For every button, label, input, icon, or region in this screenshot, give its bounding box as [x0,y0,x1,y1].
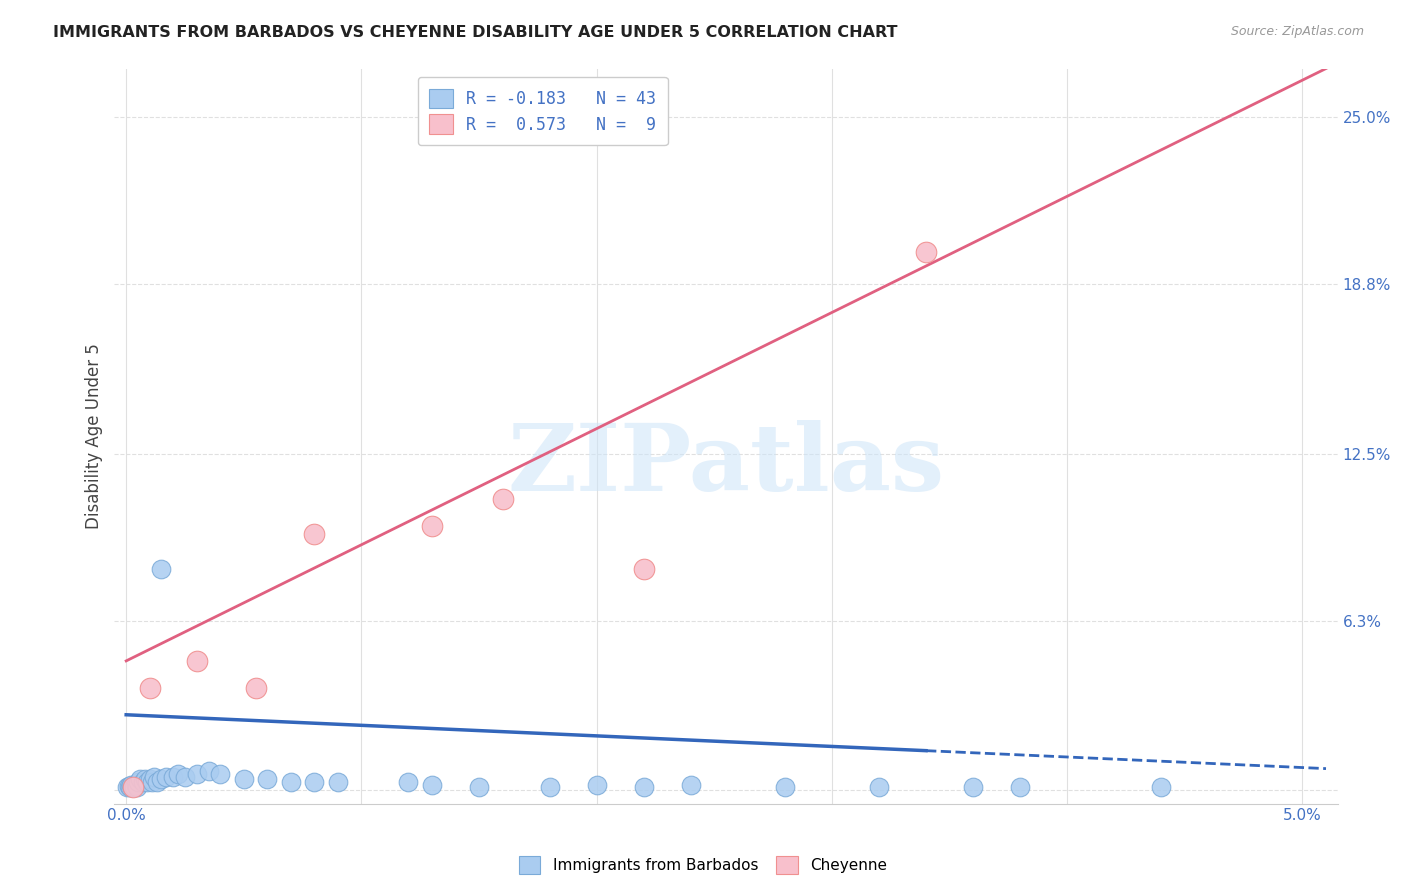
Point [124,780,146,795]
Point [174,770,197,784]
Point [633,780,655,795]
Point [117,779,139,793]
Y-axis label: Disability Age Under 5: Disability Age Under 5 [86,343,103,529]
Point [1150,780,1173,795]
Point [420,778,443,792]
Point [129,772,152,787]
Point [915,244,938,259]
Point [491,492,513,507]
Point [304,527,326,541]
Point [773,780,796,795]
Point [679,778,702,792]
Point [118,780,141,795]
Text: ZIPatlas: ZIPatlas [508,420,945,510]
Point [117,780,139,795]
Point [962,780,984,795]
Point [633,562,655,576]
Point [122,780,145,795]
Point [420,519,443,533]
Point [150,772,173,787]
Point [138,772,160,787]
Text: IMMIGRANTS FROM BARBADOS VS CHEYENNE DISABILITY AGE UNDER 5 CORRELATION CHART: IMMIGRANTS FROM BARBADOS VS CHEYENNE DIS… [53,25,898,40]
Point [245,681,267,695]
Point [127,775,149,789]
Point [145,775,167,789]
Point [125,780,148,795]
Point [122,779,145,793]
Point [143,770,166,784]
Point [585,778,607,792]
Point [868,780,890,795]
Text: Source: ZipAtlas.com: Source: ZipAtlas.com [1230,25,1364,38]
Point [232,772,254,787]
Point [538,780,561,795]
Point [326,775,349,789]
Point [120,778,142,792]
Point [121,780,143,795]
Point [280,775,302,789]
Point [131,775,153,789]
Point [197,764,219,779]
Point [138,681,160,695]
Point [468,780,491,795]
Point [141,775,163,789]
Point [209,767,232,781]
Point [150,562,173,576]
Legend: Immigrants from Barbados, Cheyenne: Immigrants from Barbados, Cheyenne [513,850,893,880]
Point [134,772,156,787]
Point [136,775,159,789]
Point [1010,780,1032,795]
Point [162,770,184,784]
Legend: R = -0.183   N = 43, R =  0.573   N =  9: R = -0.183 N = 43, R = 0.573 N = 9 [418,77,668,145]
Point [304,775,326,789]
Point [256,772,278,787]
Point [167,767,190,781]
Point [124,778,146,792]
Point [186,654,208,668]
Point [155,770,177,784]
Point [186,767,208,781]
Point [398,775,420,789]
